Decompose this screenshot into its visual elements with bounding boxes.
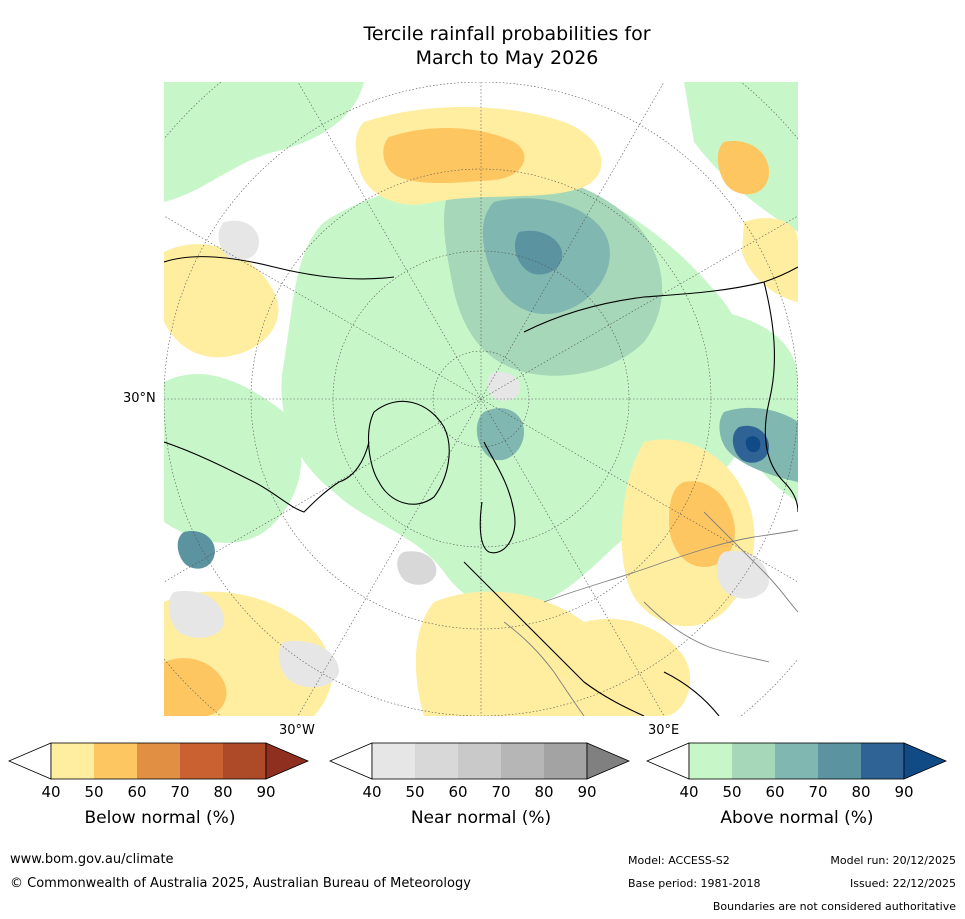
colorbar-above-normal (646, 742, 948, 780)
colorbar-tick-label: 40 (679, 783, 699, 801)
colorbar-tick-label: 60 (448, 783, 468, 801)
near-region-sw (168, 591, 224, 638)
title-line-2: March to May 2026 (415, 47, 599, 69)
colorbar-tick-label: 40 (362, 783, 382, 801)
colorbar-segment (51, 743, 94, 779)
footer-disclaimer: Boundaries are not considered authoritat… (712, 900, 956, 913)
near-region-mid (397, 551, 437, 585)
above-region-pacific-teal (177, 531, 215, 569)
title-line-1: Tercile rainfall probabilities for (363, 23, 651, 45)
above-region-china-dark (745, 436, 761, 453)
coast-siberia (523, 266, 798, 333)
footer-issued: Issued: 22/12/2025 (849, 877, 956, 890)
footer-model: Model: ACCESS-S2 (628, 854, 730, 867)
colorbar-tick-label: 40 (41, 783, 61, 801)
colorbar-segment (415, 743, 458, 779)
colorbar-segment-over (903, 742, 948, 780)
colorbar-tick-label: 90 (577, 783, 597, 801)
border-europe (503, 621, 585, 716)
colorbar-segment (180, 743, 223, 779)
colorbar-segment (458, 743, 501, 779)
colorbar-tick-label: 70 (808, 783, 828, 801)
below-region-europe (415, 591, 615, 716)
colorbar-above-normal-label: Above normal (%) (720, 808, 874, 828)
border-china (703, 511, 798, 613)
colorbar-segment (501, 743, 544, 779)
meridian-60e (164, 215, 798, 583)
colorbar-tick-label: 90 (256, 783, 276, 801)
below-region-ne (742, 218, 798, 302)
border-central-asia (643, 601, 770, 663)
footer-model-run: Model run: 20/12/2025 (830, 854, 956, 867)
coast-europe (463, 561, 645, 716)
footer-base-period: Base period: 1981-2018 (628, 877, 761, 890)
below-region-sw-core (164, 658, 227, 716)
border-russia-south (543, 529, 798, 603)
below-region-ne-core (717, 141, 769, 195)
colorbar-tick-label: 80 (213, 783, 233, 801)
coastlines (164, 256, 798, 716)
near-normal-regions (168, 220, 769, 688)
colorbar-segment (137, 743, 180, 779)
coast-alaska (164, 256, 395, 280)
above-region-teal-scandinavia (476, 408, 524, 461)
above-region-north-pacific (164, 82, 364, 202)
colorbar-near-normal-label: Near normal (%) (410, 808, 552, 828)
colorbar-segment-over (586, 742, 631, 780)
below-region-west-pacific (164, 244, 279, 358)
longitude-label-30e: 30°E (648, 723, 680, 738)
colorbar-tick-label: 60 (765, 783, 785, 801)
colorbar-segment (818, 743, 861, 779)
near-region-asia (716, 551, 769, 599)
colorbar-near-normal (329, 742, 631, 780)
colorbar-segment (689, 743, 732, 779)
colorbar-segment (544, 743, 587, 779)
colorbar-segment (775, 743, 818, 779)
coast-greenland (368, 400, 450, 505)
above-region-blue-core (514, 230, 563, 275)
colorbar-tick-label: 70 (170, 783, 190, 801)
near-region-mid-sw (278, 641, 339, 688)
below-region-south-asia (576, 618, 691, 716)
graticule (164, 82, 798, 716)
colorbar-segment (861, 743, 904, 779)
coast-scandinavia (479, 441, 516, 554)
colorbar-segment-over (265, 742, 310, 780)
colorbar-tick-label: 80 (534, 783, 554, 801)
colorbar-tick-label: 90 (894, 783, 914, 801)
near-region-pole (487, 371, 521, 401)
colorbar-segment-under (8, 742, 52, 780)
colorbar-segment (732, 743, 775, 779)
colorbar-tick-label: 60 (127, 783, 147, 801)
forecast-map (164, 82, 798, 716)
colorbar-segment-under (646, 742, 690, 780)
below-region-north-pacific-core (383, 127, 525, 184)
below-region-central-asia-core (669, 481, 735, 567)
colorbar-tick-label: 50 (405, 783, 425, 801)
chart-title: Tercile rainfall probabilities for March… (0, 22, 965, 70)
forecast-map-svg (164, 82, 798, 716)
footer-website: www.bom.gov.au/climate (10, 852, 174, 867)
colorbar-segment (223, 743, 266, 779)
near-region-west (218, 220, 259, 261)
coast-north-america (164, 441, 370, 513)
colorbar-tick-label: 50 (84, 783, 104, 801)
coast-east-asia (763, 281, 798, 513)
longitude-label-30w: 30°W (279, 723, 315, 738)
colorbar-below-normal-label: Below normal (%) (84, 808, 236, 828)
footer-copyright: © Commonwealth of Australia 2025, Austra… (10, 876, 471, 891)
colorbar-segment-under (329, 742, 373, 780)
latitude-label-30n: 30°N (123, 391, 156, 406)
colorbar-segment (94, 743, 137, 779)
colorbar-tick-label: 50 (722, 783, 742, 801)
country-borders (503, 511, 798, 716)
colorbar-tick-label: 80 (851, 783, 871, 801)
colorbar-tick-label: 70 (491, 783, 511, 801)
coast-arabia (663, 671, 720, 716)
colorbar-segment (372, 743, 415, 779)
colorbar-below-normal (8, 742, 310, 780)
above-region-west (164, 373, 302, 543)
